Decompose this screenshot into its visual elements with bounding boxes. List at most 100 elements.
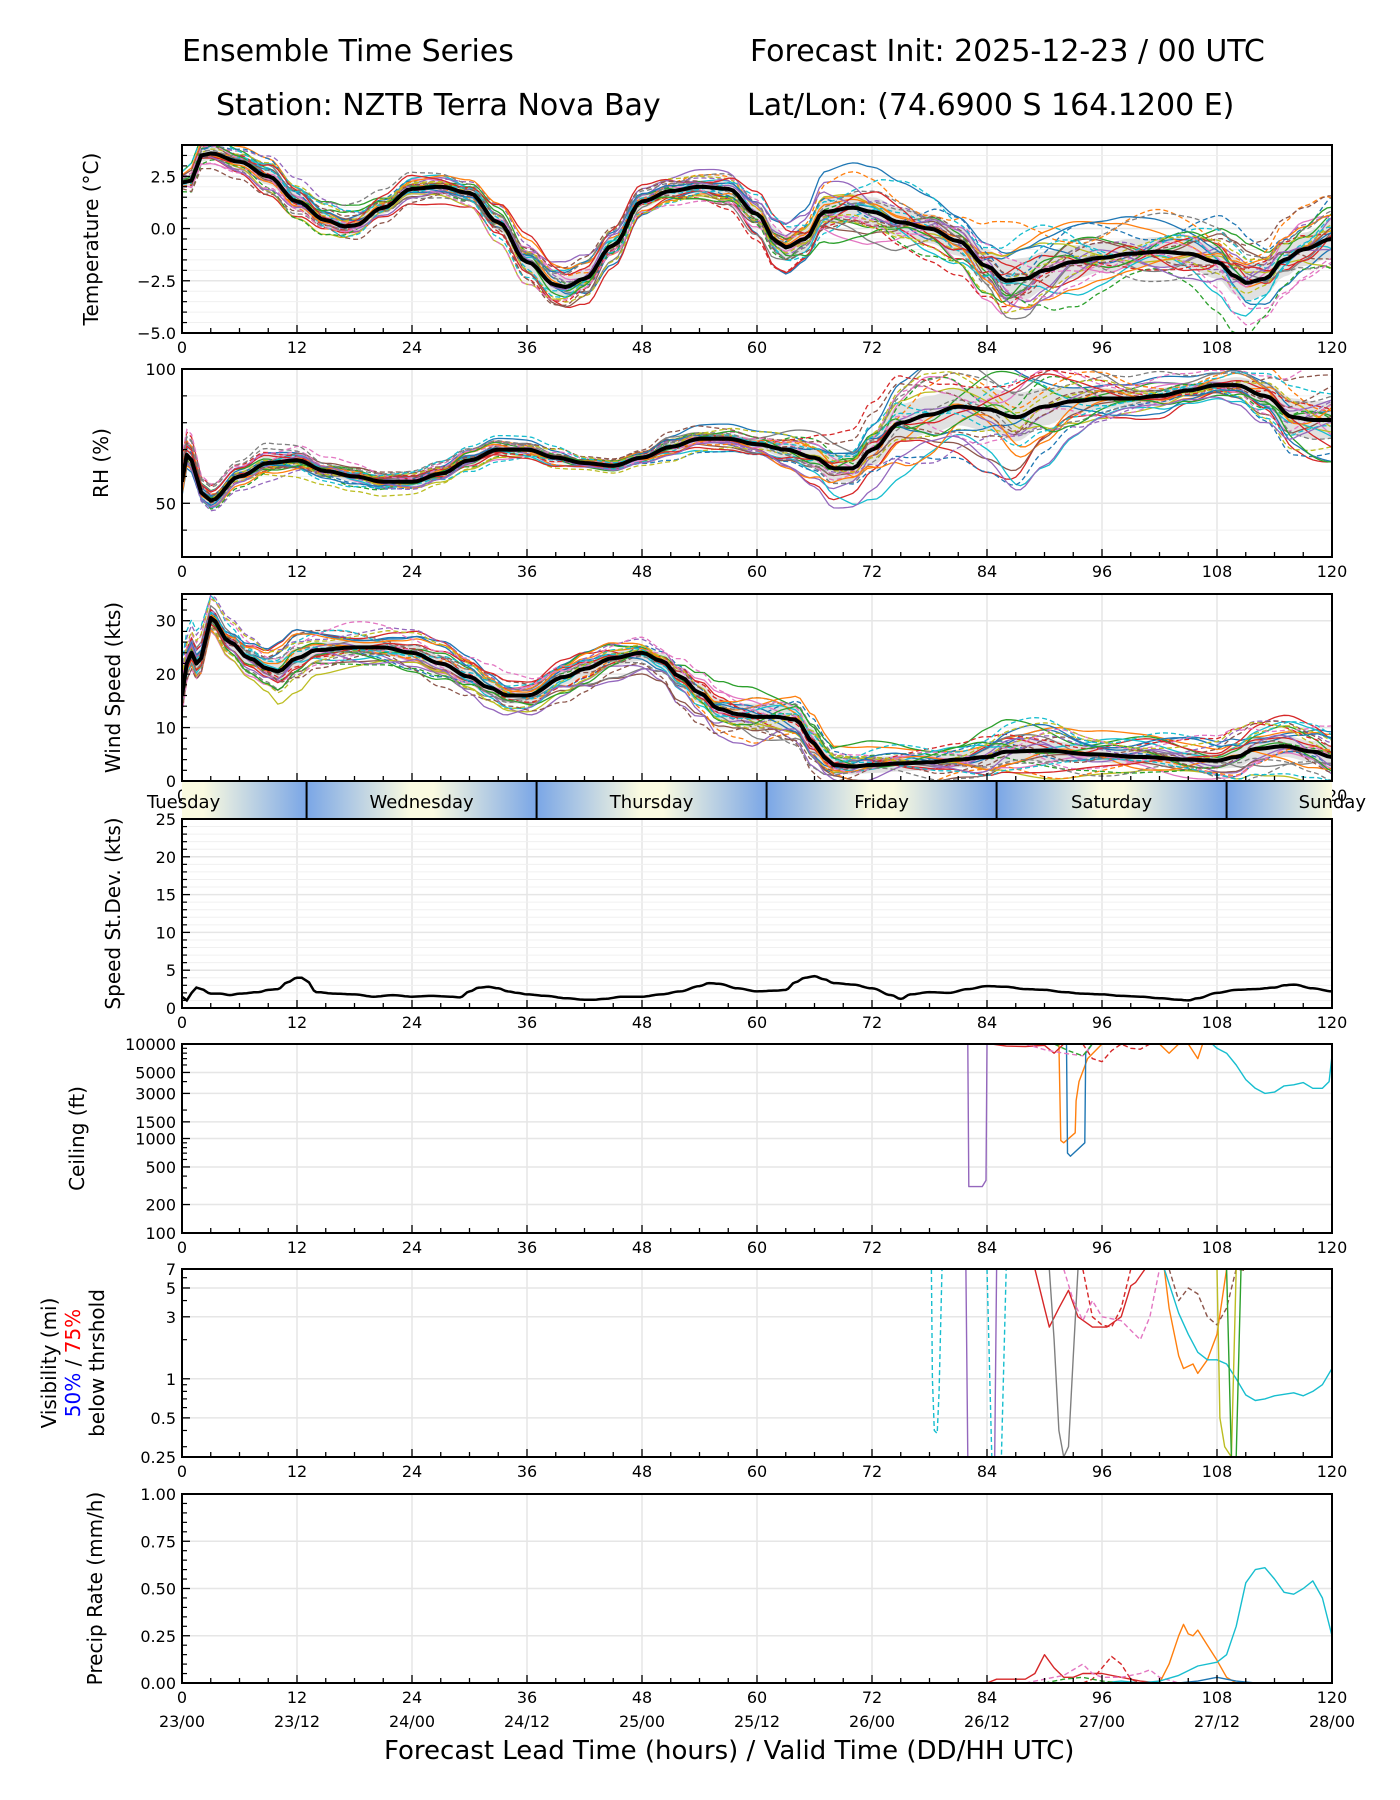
x-tick-label: 72: [862, 562, 882, 581]
series-line-member-pink-dashed: [1063, 1269, 1161, 1341]
x-tick-label: 24: [402, 338, 422, 357]
series-line-member-purple: [965, 1269, 998, 1457]
ensemble-member-line: [182, 382, 1332, 496]
series-line-member-gray: [1048, 1269, 1079, 1457]
x-tick-label: 120: [1317, 1013, 1348, 1032]
y-tick-label: 10000: [125, 1035, 176, 1054]
x-tick-sublabel: 24/12: [504, 1712, 550, 1731]
series-line-member-blue: [1065, 1044, 1093, 1157]
x-tick-sublabel: 25/00: [619, 1712, 665, 1731]
x-tick-label: 60: [747, 1688, 767, 1707]
plot-area: [182, 145, 1332, 333]
day-band-segment: [766, 782, 997, 818]
x-tick-label: 96: [1092, 338, 1112, 357]
x-tick-label: 12: [287, 1688, 307, 1707]
day-band-segment: [182, 782, 307, 818]
y-tick-label: 30: [156, 612, 176, 631]
series-line-member-red: [1034, 1269, 1146, 1328]
y-tick-label: −2.5: [137, 272, 176, 291]
ensemble-member-line: [182, 156, 1332, 311]
ensemble-member-line: [182, 149, 1332, 286]
day-band-segment: [996, 782, 1227, 818]
y-tick-label: 5000: [135, 1063, 176, 1082]
x-tick-label: 60: [747, 562, 767, 581]
x-tick-label: 48: [632, 1013, 652, 1032]
x-tick-sublabel: 24/00: [389, 1712, 435, 1731]
y-tick-label: 20: [156, 848, 176, 867]
x-tick-label: 96: [1092, 1238, 1112, 1257]
y-tick-label: 100: [145, 360, 176, 379]
forecast-init: Forecast Init: 2025-12-23 / 00 UTC: [750, 34, 1265, 69]
day-label-wednesday: Wednesday: [369, 792, 474, 813]
y-axis-label: Speed St.Dev. (kts): [101, 817, 125, 1009]
series-line-member-pink-dashed: [1025, 1663, 1179, 1683]
ensemble-member-line: [182, 621, 1332, 778]
x-tick-label: 108: [1202, 1238, 1233, 1257]
x-tick-label: 12: [287, 1238, 307, 1257]
ensemble-member-line: [182, 154, 1332, 300]
x-tick-sublabel: 28/00: [1309, 1712, 1355, 1731]
x-tick-label: 24: [402, 1688, 422, 1707]
x-tick-label: 84: [977, 562, 997, 581]
x-tick-label: 96: [1092, 1013, 1112, 1032]
x-tick-label: 108: [1202, 1462, 1233, 1481]
ensemble-mean-line: [182, 616, 1332, 769]
y-tick-label: 5: [166, 961, 176, 980]
panel-visibility: 0 12 24 36 48 60 72 84 96 108 120 0.25 0.5 1 3 57 Visibi…: [37, 1260, 1347, 1481]
y-tick-label: 0.50: [140, 1580, 176, 1599]
ensemble-member-line: [182, 145, 1332, 302]
stdev-line: [181, 974, 1333, 1003]
day-label-sunday: Sunday: [1299, 792, 1367, 813]
ensemble-spread-band: [182, 147, 1332, 302]
ensemble-member-line: [182, 389, 1332, 503]
station-name: Station: NZTB Terra Nova Bay: [216, 88, 661, 123]
x-tick-label: 48: [632, 338, 652, 357]
y-axis-label: Ceiling (ft): [65, 1086, 89, 1191]
x-tick-label: 48: [632, 562, 652, 581]
y-tick-label: 3: [166, 1308, 176, 1327]
y-tick-label: 200: [145, 1196, 176, 1215]
y-tick-label: 7: [166, 1260, 176, 1279]
day-label-tuesday: Tuesday: [146, 792, 221, 813]
x-tick-label: 0: [177, 562, 187, 581]
ensemble-member-line: [182, 611, 1332, 770]
x-tick-label: 0: [177, 1013, 187, 1032]
ensemble-member-line: [182, 156, 1332, 289]
series-line-member-cyan: [1163, 1269, 1332, 1402]
x-tick-label: 24: [402, 562, 422, 581]
x-tick-sublabel: 25/12: [734, 1712, 780, 1731]
x-tick-label: 84: [977, 1462, 997, 1481]
ensemble-member-line: [182, 621, 1332, 772]
x-tick-label: 72: [862, 1013, 882, 1032]
x-tick-label: 120: [1317, 1238, 1348, 1257]
x-tick-label: 120: [1317, 1688, 1348, 1707]
plot-area: [967, 1567, 1332, 1683]
x-tick-label: 24: [402, 1013, 422, 1032]
series-line-member-red: [967, 1654, 1160, 1683]
series-line-member-orange-2: [1159, 1044, 1217, 1060]
x-tick-label: 60: [747, 338, 767, 357]
x-tick-label: 96: [1092, 1462, 1112, 1481]
y-tick-label: 3000: [135, 1084, 176, 1103]
ensemble-member-line: [182, 614, 1332, 773]
ensemble-member-line: [182, 615, 1332, 781]
series-line-member-red-dashed: [1082, 1044, 1151, 1063]
ensemble-member-line: [182, 620, 1332, 772]
x-tick-label: 60: [747, 1238, 767, 1257]
day-band-segment: [306, 782, 537, 818]
x-tick-label: 84: [977, 1688, 997, 1707]
y-tick-label: 0.00: [140, 1674, 176, 1693]
ensemble-member-line: [182, 372, 1332, 502]
series-line-member-purple: [967, 1044, 988, 1188]
x-tick-sublabel: 23/12: [274, 1712, 320, 1731]
x-tick-label: 24: [402, 1462, 422, 1481]
x-tick-label: 24: [402, 1238, 422, 1257]
panel-wind_speed: 012243648607284961081200102030Wind Speed…: [101, 593, 1347, 805]
x-tick-label: 36: [517, 1013, 537, 1032]
y-tick-label: 20: [156, 665, 176, 684]
y-tick-label: 1: [166, 1370, 176, 1389]
ensemble-member-line: [182, 619, 1332, 753]
x-tick-label: 36: [517, 562, 537, 581]
ensemble-mean-line: [182, 383, 1332, 503]
